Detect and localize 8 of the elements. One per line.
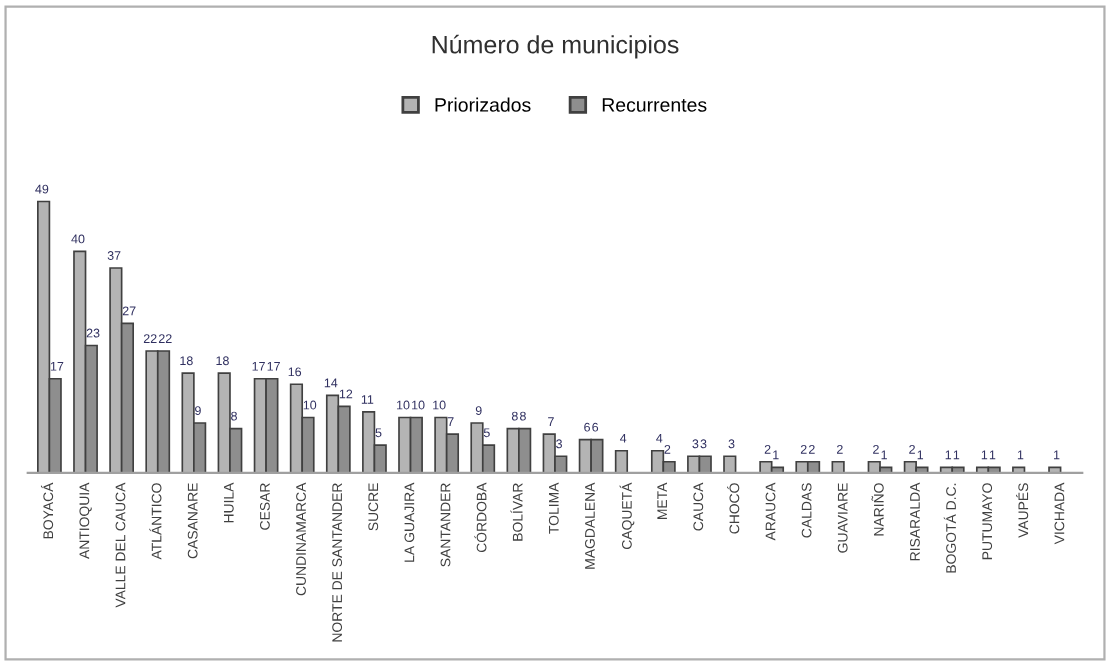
bar [831, 460, 845, 473]
bar [614, 449, 629, 473]
legend-label: Recurrentes [602, 98, 707, 112]
bar [723, 455, 737, 473]
bar [1012, 466, 1026, 473]
bar [1048, 466, 1062, 473]
legend-label: Priorizados [435, 97, 531, 112]
chart-title: Número de municipios [432, 34, 679, 59]
